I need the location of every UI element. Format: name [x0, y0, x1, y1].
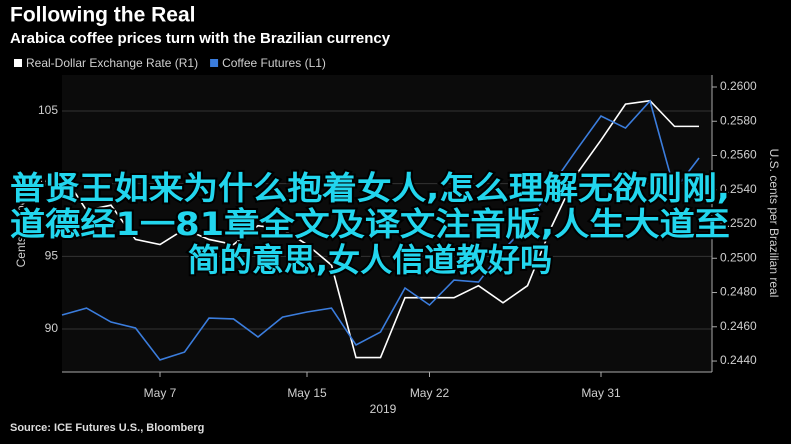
y-tick-label: 95 [45, 249, 59, 263]
x-tick-label: May 22 [410, 386, 450, 400]
y2-tick-label: 0.2440 [720, 353, 757, 367]
y-tick-label: 100 [38, 176, 58, 190]
overlay-text: 道德经1一81章全文及译文注音版,人生大道至 [10, 205, 730, 243]
y-axis-label: Cents per pound [14, 179, 28, 268]
line-series [61, 99, 699, 359]
y-tick-label: 90 [45, 321, 59, 335]
y2-axis-label: U.S. cents per Brazilian real [767, 149, 781, 298]
legend-swatch [210, 59, 219, 67]
line-series [61, 99, 700, 361]
overlay-text: 普贤王如来为什么抱着女人,怎么理解无欲则刚, [10, 169, 730, 207]
x-tick-label: May 7 [144, 386, 177, 400]
y-tick-label: 105 [38, 103, 58, 117]
y2-tick-label: 0.2540 [720, 182, 757, 196]
x-tick-label: May 31 [581, 386, 621, 400]
legend-label: Coffee Futures (L1) [222, 56, 326, 70]
legend-label: Real-Dollar Exchange Rate (R1) [26, 56, 198, 70]
y2-tick-label: 0.2560 [720, 148, 757, 162]
y2-tick-label: 0.2600 [720, 79, 757, 93]
y2-tick-label: 0.2480 [720, 285, 757, 299]
chart-title: Following the Real [10, 4, 196, 27]
x-tick-label: May 15 [287, 386, 327, 400]
y2-tick-label: 0.2520 [720, 216, 757, 230]
overlay-text: 简的意思,女人信道教好吗 [188, 241, 552, 279]
source: Source: ICE Futures U.S., Bloomberg [10, 422, 204, 434]
year-label: 2019 [370, 402, 397, 416]
y2-tick-label: 0.2500 [720, 250, 757, 264]
chart-subtitle: Arabica coffee prices turn with the Braz… [10, 30, 391, 47]
plot-area [62, 75, 712, 372]
y2-tick-label: 0.2460 [720, 319, 757, 333]
y2-tick-label: 0.2580 [720, 113, 757, 127]
legend-swatch [14, 59, 22, 67]
